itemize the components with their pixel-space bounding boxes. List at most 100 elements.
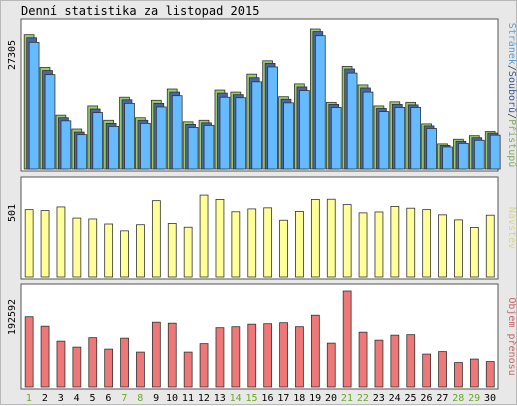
bar	[183, 226, 193, 278]
bar	[187, 127, 199, 170]
day-label: 17	[277, 393, 289, 404]
day-label: 26	[420, 393, 432, 404]
bar	[151, 200, 161, 278]
day-label: 7	[121, 393, 127, 404]
bar	[155, 106, 167, 170]
bar	[310, 198, 320, 278]
bar	[124, 102, 135, 170]
bar	[426, 128, 437, 170]
day-label: 10	[166, 393, 178, 404]
day-label: 22	[357, 393, 369, 404]
bar	[458, 142, 469, 170]
day-label: 8	[137, 393, 143, 404]
bar	[374, 211, 384, 278]
bar	[24, 209, 34, 278]
bar	[485, 361, 495, 388]
day-label: 19	[309, 393, 321, 404]
day-label: 15	[246, 393, 258, 404]
bar	[438, 351, 447, 388]
legend-separator: /	[506, 65, 517, 71]
day-label: 1	[26, 393, 32, 404]
bar	[88, 218, 98, 278]
bar	[454, 362, 463, 388]
bar	[92, 112, 104, 170]
bar	[326, 198, 336, 278]
day-label: 2	[42, 393, 48, 404]
bar	[108, 126, 119, 170]
bar	[489, 134, 501, 170]
bar	[56, 340, 66, 388]
y-max-label: 192592	[7, 299, 18, 335]
bar	[394, 107, 406, 170]
bar	[410, 107, 422, 170]
bar	[469, 358, 479, 388]
bar	[167, 322, 177, 388]
day-label: 9	[153, 393, 159, 404]
bar	[342, 290, 352, 388]
day-label: 3	[58, 393, 64, 404]
bar	[247, 323, 257, 388]
bar	[235, 97, 247, 170]
bar	[167, 223, 177, 278]
bar	[374, 339, 384, 388]
y-max-label: 27305	[7, 40, 18, 70]
day-label: 4	[74, 393, 80, 404]
legend-entry: Objem přenosu	[506, 297, 517, 375]
bar	[136, 351, 145, 388]
bar	[40, 325, 50, 388]
bar	[140, 122, 151, 170]
bar	[342, 204, 352, 278]
bar	[120, 337, 129, 388]
bar	[442, 146, 453, 170]
series-legend: Stránek/Souborů/Přístupů	[506, 23, 517, 168]
bar	[40, 210, 50, 278]
day-label: 24	[389, 393, 401, 404]
bar	[263, 207, 273, 278]
bar	[390, 334, 400, 388]
bar	[422, 353, 432, 388]
volume-panel-frame	[20, 283, 499, 390]
bar	[199, 194, 209, 278]
bar	[295, 211, 304, 278]
bar	[314, 35, 326, 170]
day-label: 14	[230, 393, 242, 404]
bar	[485, 214, 495, 278]
bar	[295, 326, 304, 388]
day-label: 13	[214, 393, 226, 404]
day-label: 5	[90, 393, 96, 404]
legend-entry: Souborů	[506, 71, 517, 113]
bar	[231, 326, 241, 388]
bar	[473, 139, 485, 170]
bar	[120, 230, 129, 278]
legend-entry: Přístupů	[506, 119, 517, 167]
series-legend: Objem přenosu	[506, 297, 517, 375]
day-label: 29	[468, 393, 480, 404]
bar	[358, 331, 368, 388]
day-label: 21	[341, 393, 353, 404]
bar	[88, 337, 98, 388]
bar	[279, 219, 288, 278]
bar	[247, 208, 257, 278]
bar	[326, 342, 336, 388]
day-label: 20	[325, 393, 337, 404]
bar	[231, 211, 241, 278]
day-label: 27	[436, 393, 448, 404]
bar	[104, 223, 114, 278]
bar	[28, 41, 40, 170]
visits-panel-frame	[20, 176, 499, 280]
bar	[171, 95, 183, 170]
bar	[24, 316, 34, 388]
bar	[267, 66, 278, 170]
bar	[378, 111, 390, 170]
bar	[390, 206, 400, 278]
bar	[454, 219, 463, 278]
bar	[310, 314, 320, 388]
bar	[203, 125, 215, 170]
bar	[60, 120, 72, 170]
day-label: 12	[198, 393, 210, 404]
bar	[215, 198, 225, 278]
bar	[219, 96, 231, 170]
bar	[263, 323, 273, 388]
